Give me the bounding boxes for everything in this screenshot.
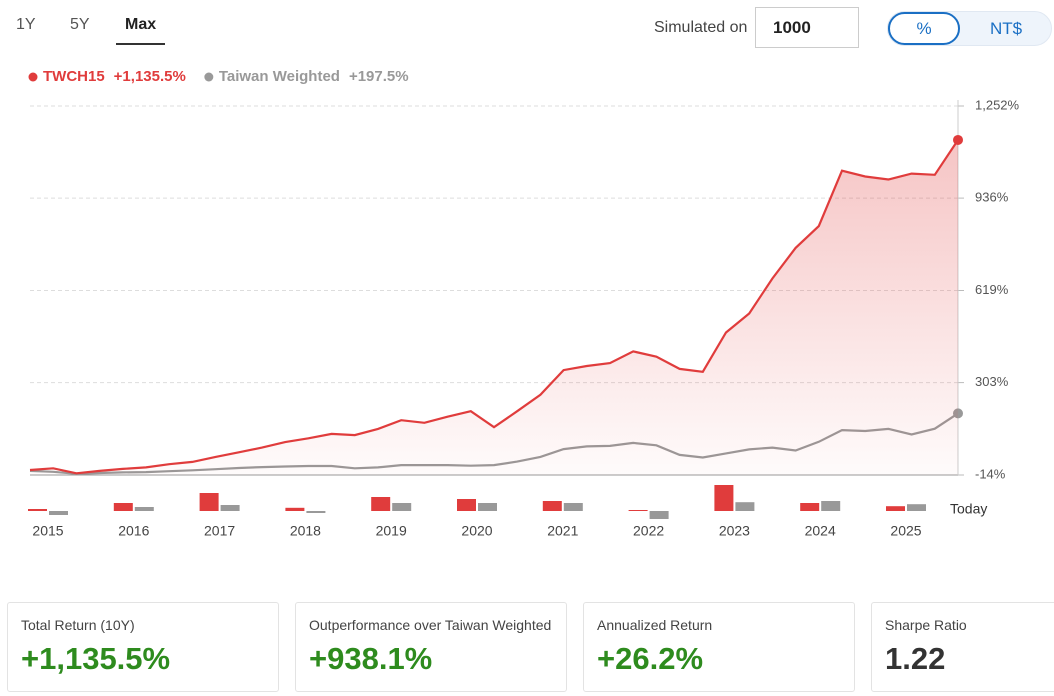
bar	[886, 506, 905, 511]
x-tick-label: 2016	[118, 523, 149, 539]
chart: -14% 303% 619% 936% 1,252% TWCH15 +1,135.5% Tai…	[28, 68, 1020, 539]
x-tick-label: 2020	[461, 523, 492, 539]
bar	[735, 502, 755, 511]
stat-value: +1,135.5%	[21, 641, 171, 676]
stat-card: Total Return (10Y) +1,135.5%	[7, 602, 279, 692]
y-tick-label: 619%	[975, 282, 1009, 297]
area	[30, 140, 958, 475]
bar	[199, 493, 219, 511]
y-tick-label: 936%	[975, 190, 1009, 205]
x-tick-label: 2021	[547, 523, 578, 539]
legend-return: +1,135.5%	[114, 68, 186, 85]
legend-return: +197.5%	[349, 68, 409, 85]
x-tick-label: 2019	[376, 523, 407, 539]
y-tick-label: 1,252%	[975, 97, 1020, 112]
bar	[649, 511, 669, 519]
bar	[371, 497, 391, 511]
legend-marker	[28, 72, 38, 82]
y-tick-label: -14%	[975, 466, 1006, 481]
line	[29, 139, 959, 475]
bar	[628, 510, 648, 511]
y-tick-label: 303%	[975, 374, 1009, 389]
bar	[821, 501, 841, 511]
bar	[714, 485, 734, 511]
bar	[563, 503, 583, 511]
stat-label: Sharpe Ratio	[885, 617, 967, 633]
stat-card: Outperformance over Taiwan Weighted +938.…	[295, 602, 567, 692]
range-tab[interactable]: 5Y	[70, 16, 90, 33]
x-tick-label: 2025	[890, 523, 921, 539]
stat-value: +26.2%	[597, 641, 704, 676]
bar	[113, 503, 133, 511]
bar	[478, 503, 497, 511]
bar	[285, 507, 305, 511]
bar	[28, 509, 47, 511]
stat-label: Outperformance over Taiwan Weighted	[309, 617, 552, 633]
amount-input[interactable]: 1000	[755, 7, 859, 48]
bar	[220, 505, 240, 511]
bar	[49, 511, 68, 515]
unit-toggle: % NT$	[887, 11, 1052, 46]
range-tab[interactable]: Max	[116, 16, 166, 45]
bar	[800, 503, 820, 511]
bar	[542, 501, 562, 511]
end-label: Today	[950, 501, 987, 517]
x-tick-label: 2015	[32, 523, 63, 539]
stat-card: Annualized Return +26.2%	[583, 602, 855, 692]
bar	[907, 504, 926, 511]
x-tick-label: 2017	[204, 523, 235, 539]
x-tick-label: 2023	[719, 523, 750, 539]
stat-value: +938.1%	[309, 641, 433, 676]
bar	[134, 507, 154, 511]
x-tick-label: 2022	[633, 523, 664, 539]
legend-item: Taiwan Weighted +197.5%	[204, 68, 409, 85]
simulated-label: Simulated on	[654, 19, 748, 36]
unit-option[interactable]: NT$	[989, 19, 1023, 38]
stat-label: Total Return (10Y)	[21, 617, 135, 633]
x-tick-label: 2018	[290, 523, 321, 539]
bar	[306, 511, 326, 513]
legend-marker	[204, 72, 214, 82]
bar	[392, 503, 412, 511]
stat-card: Sharpe Ratio 1.22	[871, 602, 1054, 692]
stat-label: Annualized Return	[597, 617, 713, 633]
unit-option[interactable]: %	[888, 12, 960, 45]
legend-label: Taiwan Weighted	[219, 68, 340, 85]
legend-label: TWCH15	[43, 68, 105, 85]
bar	[457, 499, 476, 511]
x-tick-label: 2024	[805, 523, 836, 539]
range-tab[interactable]: 1Y	[16, 16, 36, 33]
stat-value: 1.22	[885, 641, 946, 676]
end-marker	[953, 134, 963, 145]
legend-item: TWCH15 +1,135.5%	[28, 68, 186, 85]
